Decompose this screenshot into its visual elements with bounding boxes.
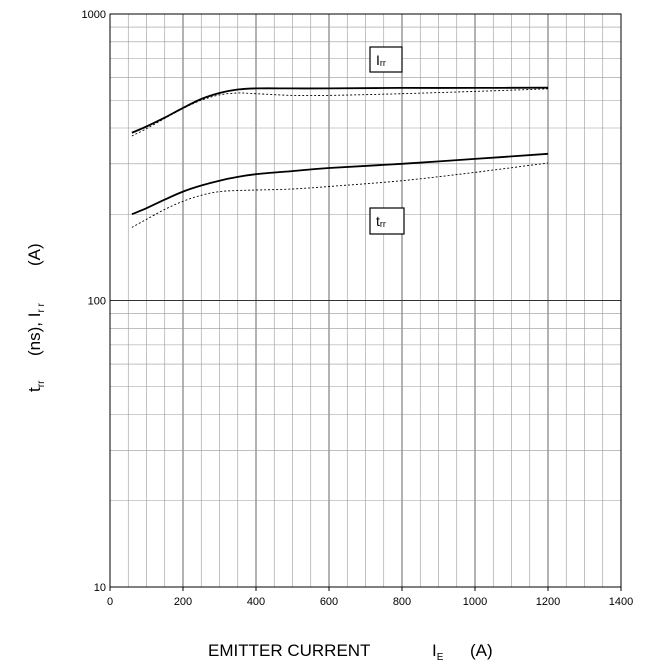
legend-label-trr: trr (369, 207, 405, 235)
x-tick-label: 600 (320, 596, 338, 608)
plot-area (109, 13, 622, 588)
series-line-irr-solid (131, 86, 549, 134)
x-tick-label: 1400 (609, 596, 633, 608)
x-axis-title: EMITTER CURRENT IE (A) (208, 641, 493, 663)
legend-box-irr (369, 46, 403, 73)
x-tick-label: 200 (174, 596, 192, 608)
y-axis-title: trr (ns), Ir r (A) (25, 243, 47, 392)
x-tick-label: 800 (393, 596, 411, 608)
legend-label-irr: Irr (369, 46, 403, 73)
series-line-trr-dotted (131, 162, 549, 228)
x-axis-title-symbol-sub: E (437, 652, 444, 663)
x-axis-title-main: EMITTER CURRENT (208, 641, 370, 660)
legend-irr-sub: rr (380, 58, 386, 68)
y-axis-title-mid: (ns), I (25, 313, 44, 356)
legend-trr-main: t (376, 213, 380, 229)
legend-box-trr (369, 207, 405, 235)
svg-text:Irr: Irr (376, 52, 386, 68)
series-line-irr-dotted (131, 88, 549, 137)
x-tick-label: 400 (247, 596, 265, 608)
x-axis-title-unit: (A) (470, 641, 493, 660)
y-tick-label: 1000 (82, 9, 106, 21)
x-tick-label: 1200 (536, 596, 560, 608)
y-axis-title-t-sub: rr (36, 380, 47, 387)
series-line-trr-solid (131, 152, 549, 216)
series-layer (131, 86, 549, 228)
x-tick-label: 1000 (463, 596, 487, 608)
y-axis-title-t: t (25, 387, 44, 392)
x-tick-label: 0 (107, 596, 113, 608)
y-axis-title-i-sub: r r (36, 302, 47, 312)
y-tick-label: 10 (94, 582, 106, 594)
legend-irr-main: I (376, 52, 380, 68)
y-tick-label: 100 (88, 296, 106, 308)
x-axis-title-symbol: I (432, 641, 437, 660)
grid (110, 14, 621, 587)
y-axis-title-unit: (A) (25, 243, 44, 266)
tick-labels: 0 200 400 600 800 1000 1200 1400 10 100 1000 (82, 9, 634, 608)
svg-text:trr: trr (376, 213, 386, 229)
legend-trr-sub: rr (380, 219, 386, 229)
